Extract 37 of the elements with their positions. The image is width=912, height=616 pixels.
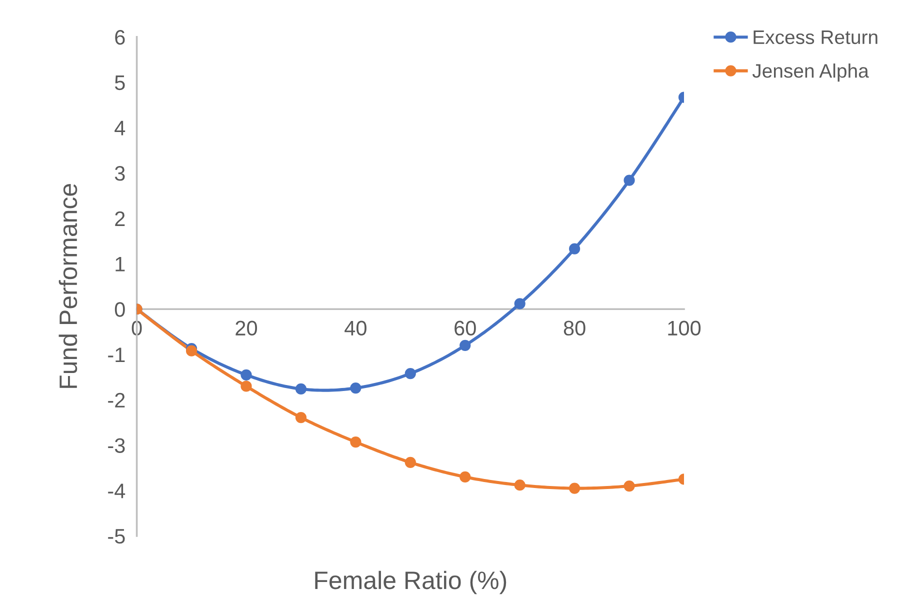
y-tick-label: 0 bbox=[114, 302, 125, 317]
legend-label: Jensen Alpha bbox=[752, 64, 869, 82]
x-axis-title: Female Ratio (%) bbox=[315, 570, 506, 594]
point bbox=[295, 383, 307, 395]
x-tick-label: 80 bbox=[564, 320, 586, 336]
y-tick-label: -5 bbox=[108, 529, 125, 544]
x-tick-label: 40 bbox=[344, 320, 366, 336]
point bbox=[569, 243, 580, 254]
y-tick-label: -2 bbox=[108, 392, 125, 408]
y-tick-label: 6 bbox=[115, 30, 125, 45]
point bbox=[404, 368, 416, 380]
point bbox=[460, 340, 471, 351]
point bbox=[350, 436, 362, 448]
point bbox=[240, 380, 252, 392]
point bbox=[240, 369, 252, 380]
x-tick-label: 20 bbox=[236, 320, 258, 336]
y-axis-title: Fund Performance bbox=[58, 184, 78, 388]
y-tick-label: 4 bbox=[114, 120, 126, 136]
point bbox=[514, 298, 526, 310]
x-tick-label: 100 bbox=[668, 320, 701, 336]
point bbox=[295, 412, 307, 424]
point bbox=[569, 482, 580, 494]
y-tick-label: 2 bbox=[115, 211, 125, 226]
point bbox=[514, 480, 526, 491]
y-tick-label: 5 bbox=[114, 76, 125, 90]
y-tick-label: -4 bbox=[108, 484, 126, 498]
y-tick-label: -3 bbox=[108, 438, 125, 453]
x-tick-label: 60 bbox=[454, 320, 476, 336]
point bbox=[624, 480, 635, 492]
point bbox=[404, 456, 416, 468]
point bbox=[624, 174, 635, 186]
y-tick-label: 3 bbox=[114, 166, 125, 181]
y-tick-label: -1 bbox=[108, 348, 125, 362]
point bbox=[350, 382, 362, 394]
legend-label: Excess Return bbox=[754, 30, 878, 44]
y-tick-label: 1 bbox=[116, 256, 125, 272]
point bbox=[460, 471, 471, 483]
